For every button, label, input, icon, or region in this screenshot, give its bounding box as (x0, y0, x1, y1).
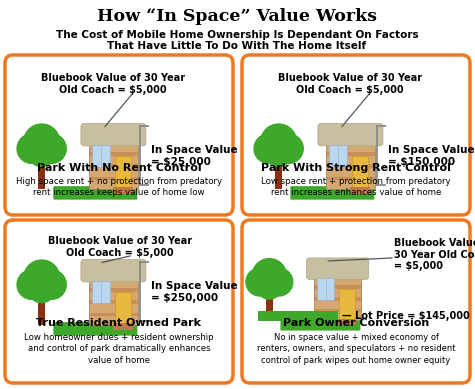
FancyBboxPatch shape (5, 220, 233, 383)
Bar (314, 273, 361, 320)
Bar (92, 280, 110, 303)
Circle shape (28, 277, 55, 303)
Text: True Resident Owned Park: True Resident Owned Park (37, 318, 201, 328)
Text: Low homeowner dues + resident ownership
and control of park dramatically enhance: Low homeowner dues + resident ownership … (24, 333, 214, 365)
Bar (258, 311, 338, 321)
Bar (89, 275, 138, 325)
Circle shape (24, 124, 60, 160)
Bar (329, 145, 347, 168)
Text: How “In Space” Value Works: How “In Space” Value Works (97, 8, 377, 25)
Bar (314, 297, 361, 301)
Bar (351, 187, 370, 194)
Text: In Space Value
= $250,000: In Space Value = $250,000 (151, 281, 238, 303)
Text: High space rent + no protection from predatory
rent increases keeps value of hom: High space rent + no protection from pre… (16, 177, 222, 198)
Bar (89, 152, 138, 156)
FancyBboxPatch shape (242, 55, 470, 215)
Bar (326, 177, 375, 180)
Bar (89, 140, 138, 189)
FancyBboxPatch shape (242, 220, 470, 383)
FancyBboxPatch shape (81, 259, 146, 282)
FancyBboxPatch shape (318, 123, 383, 146)
Bar (326, 140, 375, 144)
Bar (339, 289, 355, 319)
Bar (317, 278, 334, 300)
Bar (115, 156, 132, 187)
Bar (89, 275, 138, 280)
Bar (326, 140, 375, 189)
Circle shape (252, 259, 286, 293)
Bar (314, 308, 361, 312)
Bar (314, 273, 361, 277)
Bar (314, 285, 361, 289)
Circle shape (246, 268, 274, 296)
Text: That Have Little To Do With The Home Itself: That Have Little To Do With The Home Its… (107, 41, 367, 51)
Text: Low space rent + protection from predatory
rent increases enhances value of home: Low space rent + protection from predato… (261, 177, 451, 198)
Text: — Lot Price = $145,000: — Lot Price = $145,000 (342, 311, 470, 321)
Text: Park With No Rent Control: Park With No Rent Control (37, 163, 201, 173)
Text: Park Owner Conversion: Park Owner Conversion (283, 318, 429, 328)
FancyBboxPatch shape (306, 258, 369, 280)
Circle shape (257, 274, 282, 299)
Circle shape (254, 134, 284, 163)
Bar (115, 292, 132, 323)
Circle shape (266, 140, 292, 166)
Bar (352, 156, 369, 187)
FancyBboxPatch shape (5, 55, 233, 215)
Circle shape (24, 260, 60, 296)
Bar (275, 146, 282, 189)
FancyBboxPatch shape (81, 123, 146, 146)
Text: No in space value + mixed economy of
renters, owners, and speculators + no resid: No in space value + mixed economy of ren… (257, 333, 455, 365)
Bar (89, 288, 138, 292)
Bar (38, 146, 45, 189)
Circle shape (274, 134, 303, 163)
FancyBboxPatch shape (53, 322, 137, 336)
Circle shape (28, 140, 55, 166)
Bar (89, 300, 138, 304)
Bar (326, 164, 375, 168)
Circle shape (261, 124, 297, 160)
Text: Bluebook Value of 30 Year
Old Coach = $5,000: Bluebook Value of 30 Year Old Coach = $5… (278, 73, 422, 95)
Bar (266, 280, 273, 320)
Bar (89, 177, 138, 180)
Bar (89, 140, 138, 144)
Bar (338, 319, 356, 325)
Bar (92, 145, 110, 168)
Bar (38, 282, 45, 325)
Bar (89, 164, 138, 168)
Circle shape (17, 134, 47, 163)
Text: Bluebook Value of 30 Year
Old Coach = $5,000: Bluebook Value of 30 Year Old Coach = $5… (41, 73, 185, 95)
Text: The Cost of Mobile Home Ownership Is Dependant On Factors: The Cost of Mobile Home Ownership Is Dep… (56, 30, 418, 40)
Circle shape (17, 270, 47, 300)
Text: Bluebook Value of 30 Year
Old Coach = $5,000: Bluebook Value of 30 Year Old Coach = $5… (48, 236, 192, 258)
Text: Park With Strong Rent Control: Park With Strong Rent Control (261, 163, 451, 173)
Text: In Space Value
= $25,000: In Space Value = $25,000 (151, 145, 238, 166)
Bar (89, 312, 138, 316)
FancyBboxPatch shape (290, 186, 374, 200)
Bar (326, 152, 375, 156)
Bar (114, 187, 133, 194)
Text: In Space Value
= $150,000: In Space Value = $150,000 (388, 145, 475, 166)
Circle shape (37, 270, 66, 300)
Circle shape (265, 268, 293, 296)
Circle shape (37, 134, 66, 163)
FancyBboxPatch shape (280, 318, 361, 331)
FancyBboxPatch shape (53, 186, 137, 200)
Bar (114, 323, 133, 330)
Text: Bluebook Value of
30 Year Old Coach
= $5,000: Bluebook Value of 30 Year Old Coach = $5… (394, 238, 475, 271)
